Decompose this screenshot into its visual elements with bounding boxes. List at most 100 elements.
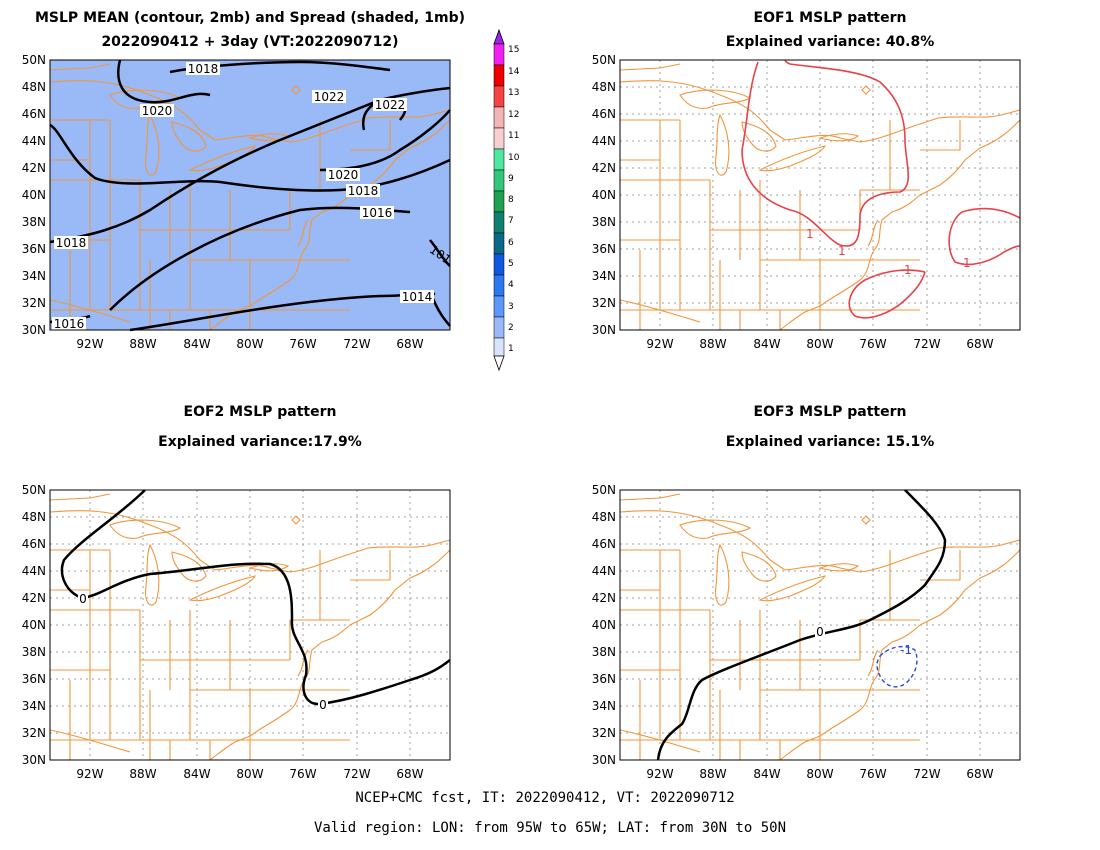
lat-label: 48N <box>592 80 616 94</box>
lon-label: 88W <box>129 767 156 781</box>
lon-label: 68W <box>966 767 993 781</box>
lat-label: 40N <box>22 188 46 202</box>
lat-label: 30N <box>22 753 46 767</box>
lat-label: 48N <box>22 80 46 94</box>
colorbar-label: 4 <box>508 280 514 290</box>
lat-label: 30N <box>592 323 616 337</box>
panel-eof1: EOF1 MSLP pattern Explained variance: 40… <box>592 10 1021 351</box>
colorbar-label: 8 <box>508 195 514 205</box>
colorbar-label: 6 <box>508 238 514 248</box>
lat-axis-labels: 50N 48N 46N 44N 42N 40N 38N 36N 34N 32N … <box>22 483 46 767</box>
lon-label: 92W <box>646 767 673 781</box>
panel-subtitle: Explained variance: 40.8% <box>726 34 935 50</box>
lon-label: 72W <box>343 337 370 351</box>
lat-label: 46N <box>22 537 46 551</box>
lat-label: 36N <box>592 672 616 686</box>
lat-label: 36N <box>592 242 616 256</box>
lat-label: 38N <box>592 215 616 229</box>
lat-label: 32N <box>22 726 46 740</box>
lat-label: 50N <box>592 483 616 497</box>
colorbar-top-arrow <box>493 28 505 45</box>
colorbar-swatch <box>493 232 505 255</box>
lat-label: 34N <box>22 269 46 283</box>
footer-forecast-info: NCEP+CMC fcst, IT: 2022090412, VT: 20220… <box>355 790 734 806</box>
colorbar-label: 7 <box>508 216 514 226</box>
contour-label: -1 <box>900 643 912 657</box>
lat-axis-labels: 50N 48N 46N 44N 42N 40N 38N 36N 34N 32N … <box>592 53 616 337</box>
colorbar: 15 14 13 12 11 10 9 8 7 6 5 4 3 2 1 <box>493 28 520 372</box>
contour-label: 1016 <box>362 206 393 220</box>
lon-label: 76W <box>289 337 316 351</box>
colorbar-label: 1 <box>508 344 514 354</box>
lat-label: 46N <box>22 107 46 121</box>
lon-label: 84W <box>753 767 780 781</box>
panel-subtitle: 2022090412 + 3day (VT:2022090712) <box>101 34 398 50</box>
lon-label: 84W <box>183 337 210 351</box>
lat-label: 38N <box>592 645 616 659</box>
contour-label: 1 <box>838 244 846 258</box>
contour-label: 1020 <box>328 168 359 182</box>
panel-eof3: EOF3 MSLP pattern Explained variance: 15… <box>592 404 1021 781</box>
lat-label: 44N <box>22 564 46 578</box>
contour-1020 <box>117 59 211 104</box>
lat-label: 50N <box>22 483 46 497</box>
map-frame <box>619 489 1021 761</box>
lat-label: 36N <box>22 242 46 256</box>
lat-label: 42N <box>22 591 46 605</box>
contour-label: 1022 <box>375 98 406 112</box>
lon-label: 88W <box>699 337 726 351</box>
lon-label: 72W <box>913 337 940 351</box>
colorbar-swatch <box>493 64 505 87</box>
panel-mean: MSLP MEAN (contour, 2mb) and Spread (sha… <box>22 10 465 351</box>
colorbar-label: 2 <box>508 323 514 333</box>
contour-labels: 1 1 1 1 <box>806 227 971 277</box>
lat-label: 34N <box>22 699 46 713</box>
lat-label: 48N <box>22 510 46 524</box>
lon-axis-labels: 92W 88W 84W 80W 76W 72W 68W <box>646 767 993 781</box>
colorbar-label: 14 <box>508 67 520 77</box>
lat-label: 38N <box>22 645 46 659</box>
lat-label: 44N <box>592 564 616 578</box>
contour-1018 <box>49 86 451 244</box>
colorbar-label: 12 <box>508 110 519 120</box>
colorbar-swatch <box>493 190 505 213</box>
colorbar-swatch <box>493 127 505 150</box>
colorbar-label: 5 <box>508 259 514 269</box>
colorbar-swatch <box>493 169 505 192</box>
lat-label: 32N <box>592 726 616 740</box>
lat-label: 38N <box>22 215 46 229</box>
lat-label: 36N <box>22 672 46 686</box>
lat-label: 34N <box>592 269 616 283</box>
colorbar-label: 9 <box>508 174 514 184</box>
panel-subtitle: Explained variance: 15.1% <box>726 434 935 450</box>
contour-label: 1018 <box>56 236 87 250</box>
lon-label: 88W <box>699 767 726 781</box>
contour-labels: 0 -1 <box>815 625 912 657</box>
lon-label: 92W <box>76 337 103 351</box>
lat-label: 42N <box>22 161 46 175</box>
lat-label: 40N <box>592 188 616 202</box>
lon-label: 76W <box>289 767 316 781</box>
lon-axis-labels: 92W 88W 84W 80W 76W 72W 68W <box>76 337 423 351</box>
colorbar-swatch <box>493 316 505 339</box>
lon-label: 88W <box>129 337 156 351</box>
map-frame <box>49 59 451 331</box>
lat-label: 34N <box>592 699 616 713</box>
colorbar-label: 13 <box>508 88 519 98</box>
lon-label: 76W <box>859 767 886 781</box>
lat-label: 30N <box>592 753 616 767</box>
lat-label: 42N <box>592 161 616 175</box>
colorbar-swatch <box>493 211 505 234</box>
colorbar-swatch <box>493 85 505 108</box>
contour-101 <box>429 239 451 267</box>
colorbar-label: 11 <box>508 131 519 141</box>
lat-label: 50N <box>22 53 46 67</box>
colorbar-label: 10 <box>508 153 520 163</box>
panel-title: MSLP MEAN (contour, 2mb) and Spread (sha… <box>35 10 465 26</box>
colorbar-swatch <box>493 295 505 318</box>
lon-label: 72W <box>913 767 940 781</box>
contour-label: 0 <box>79 592 87 606</box>
lon-label: 68W <box>396 337 423 351</box>
colorbar-swatch <box>493 337 505 357</box>
